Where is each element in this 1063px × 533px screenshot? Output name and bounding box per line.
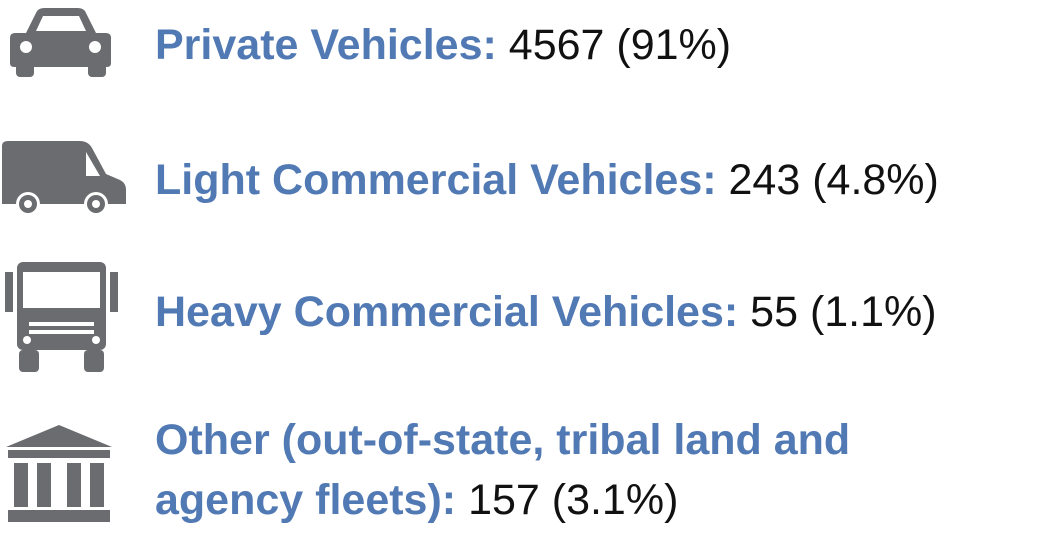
- item-label: agency fleets):: [155, 476, 457, 524]
- item-value: 4567 (91%): [508, 21, 732, 69]
- item: Other (out-of-state, tribal land and age…: [155, 410, 850, 530]
- car-icon: [10, 8, 111, 77]
- item-label: Private Vehicles:: [155, 21, 497, 69]
- truck-icon: [5, 262, 118, 372]
- item-value: 157 (3.1%): [468, 476, 679, 524]
- item: Private Vehicles: 4567 (91%): [155, 15, 731, 75]
- van-icon: [2, 141, 126, 216]
- item-value: 243 (4.8%): [728, 156, 939, 204]
- item-value: 55 (1.1%): [750, 288, 937, 336]
- item-label: Other (out-of-state, tribal land and: [155, 416, 851, 464]
- item: Light Commercial Vehicles: 243 (4.8%): [155, 150, 939, 210]
- item-label: Light Commercial Vehicles:: [155, 156, 717, 204]
- building-icon: [6, 425, 112, 522]
- item: Heavy Commercial Vehicles: 55 (1.1%): [155, 282, 937, 342]
- item-label: Heavy Commercial Vehicles:: [155, 288, 739, 336]
